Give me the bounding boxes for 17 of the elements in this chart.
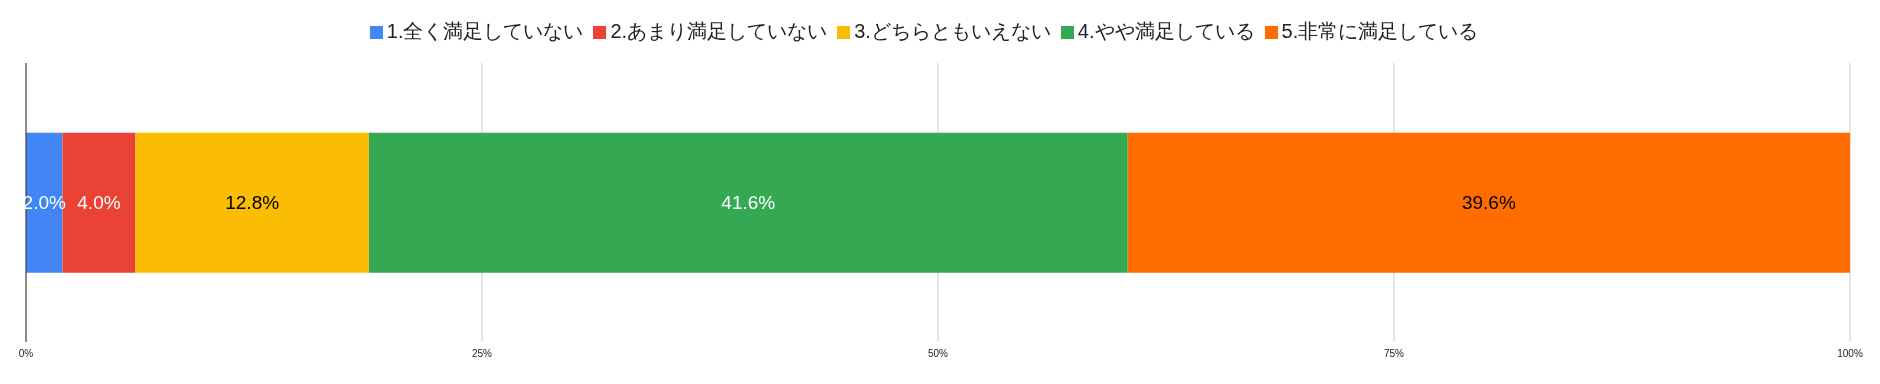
data-label: 39.6% bbox=[1461, 192, 1516, 214]
bar bbox=[1127, 132, 1850, 273]
x-tick-label: 100% bbox=[1837, 348, 1863, 360]
x-tick-label: 0% bbox=[18, 348, 34, 360]
bar bbox=[135, 132, 369, 273]
x-tick-label: 25% bbox=[471, 348, 493, 360]
bar bbox=[368, 132, 1128, 273]
legend-label: 3.どちらともいえない bbox=[854, 20, 1051, 42]
data-label: 4.0% bbox=[77, 192, 121, 214]
legend-label: 2.あまり満足していない bbox=[610, 20, 828, 42]
data-label: 12.8% bbox=[225, 192, 280, 214]
x-tick-label: 75% bbox=[1383, 348, 1405, 360]
legend-label: 4.やや満足している bbox=[1077, 20, 1255, 42]
legend-label: 1.全く満足していない bbox=[386, 20, 584, 42]
x-tick-label: 50% bbox=[927, 348, 949, 360]
data-label: 41.6% bbox=[721, 192, 776, 214]
legend-label: 5.非常に満足している bbox=[1281, 20, 1479, 42]
